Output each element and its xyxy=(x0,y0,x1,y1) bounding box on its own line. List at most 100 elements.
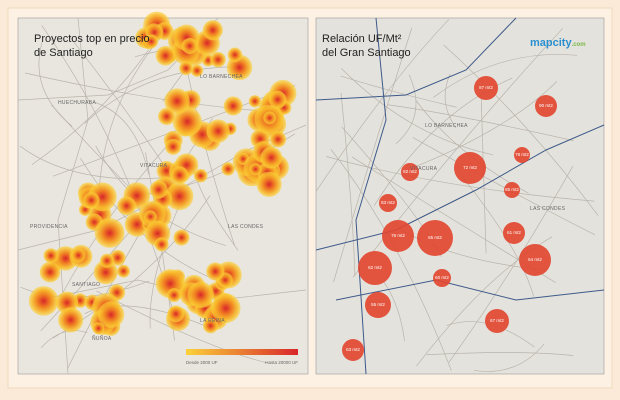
logo-name: mapcity xyxy=(530,37,572,49)
place-label: VITACURA xyxy=(140,163,168,169)
bubble-label: 85 mt2 xyxy=(505,187,519,192)
bubble xyxy=(358,251,392,285)
heat-blob xyxy=(97,301,125,328)
bubble-layer: 87 mt2 90 mt2 72 mt2 82 mt2 85 mt2 78 mt2 83 m… xyxy=(342,76,557,361)
heat-blob xyxy=(206,262,225,281)
heat-blob xyxy=(154,237,169,252)
street xyxy=(40,330,88,348)
street xyxy=(41,25,175,314)
street xyxy=(326,156,595,202)
legend-bar xyxy=(186,349,298,355)
heat-blob xyxy=(210,51,226,68)
street xyxy=(315,19,450,192)
logo: mapcity.com xyxy=(530,37,586,49)
bubble-label: 82 mt2 xyxy=(403,169,417,174)
heat-blob xyxy=(167,288,182,303)
heat-blob xyxy=(263,111,277,125)
heat-blob xyxy=(43,248,59,264)
heat-blob xyxy=(92,322,105,335)
heat-blob xyxy=(28,286,59,316)
heat-blob xyxy=(249,162,262,176)
street xyxy=(31,49,149,166)
place-label: PROVIDENCIA xyxy=(30,224,68,230)
heat-blob xyxy=(165,182,194,211)
heat-blob xyxy=(190,64,204,77)
heat-blob xyxy=(144,34,159,49)
bubble xyxy=(433,269,451,287)
heat-blob xyxy=(227,47,243,63)
heat-blob xyxy=(193,168,208,183)
bubble-label: 62 mt2 xyxy=(368,265,382,270)
street xyxy=(84,66,248,124)
left-title: Proyectos top en precio xyxy=(34,33,150,45)
bubble-label: 78 mt2 xyxy=(515,152,529,157)
heat-blob xyxy=(181,37,198,54)
street xyxy=(461,175,535,297)
heat-blob xyxy=(144,210,157,224)
street xyxy=(426,352,574,356)
heat-blob xyxy=(206,119,230,143)
bubble xyxy=(365,292,391,318)
highway xyxy=(335,279,605,301)
bubble xyxy=(342,339,364,361)
bubble xyxy=(379,194,397,212)
street xyxy=(333,27,413,283)
bubble xyxy=(503,222,525,244)
bubble xyxy=(535,95,557,117)
heat-blob xyxy=(157,107,176,126)
place-label: LAS CONDES xyxy=(530,206,566,212)
street xyxy=(24,72,278,113)
heat-blob xyxy=(187,281,214,309)
heat-blob xyxy=(202,318,219,334)
heat-blob xyxy=(83,191,100,209)
bubble xyxy=(382,220,414,252)
heat-blob xyxy=(260,146,283,169)
bubble xyxy=(485,309,509,333)
bubble-label: 60 mt2 xyxy=(435,275,449,280)
bubble-label: 65 mt2 xyxy=(428,235,442,240)
heat-layer xyxy=(28,11,297,336)
heat-blob xyxy=(149,180,168,199)
heat-blob xyxy=(117,196,137,216)
heat-blob xyxy=(99,253,115,268)
bubble-label: 87 mt2 xyxy=(479,85,493,90)
bubble-label: 67 mt2 xyxy=(490,318,504,323)
heat-blob xyxy=(39,261,61,283)
bubble xyxy=(454,152,486,184)
place-label: LO BARNECHEA xyxy=(200,74,243,80)
heat-blob xyxy=(248,95,262,108)
place-label: VITACURA xyxy=(410,166,438,172)
heat-blob xyxy=(155,45,176,66)
heat-blob xyxy=(167,305,185,323)
street xyxy=(395,74,417,144)
heat-blob xyxy=(58,307,84,333)
heat-blob xyxy=(269,131,287,148)
place-label: ÑUÑOA xyxy=(92,335,112,342)
street xyxy=(443,44,599,216)
highway xyxy=(315,124,605,251)
street xyxy=(444,73,457,129)
street xyxy=(340,92,356,276)
street xyxy=(474,343,545,372)
street xyxy=(96,290,268,364)
heat-blob xyxy=(223,96,243,116)
street xyxy=(448,165,574,363)
legend-to: Hasta 20000 UF xyxy=(265,360,298,365)
bubble xyxy=(519,244,551,276)
street xyxy=(38,42,73,127)
place-label: HUECHURABA xyxy=(58,100,96,106)
bubble-label: 55 mt2 xyxy=(371,302,385,307)
bubble xyxy=(474,76,498,100)
heat-blob xyxy=(170,166,189,184)
bubble xyxy=(417,220,453,256)
place-label: LAS CONDES xyxy=(228,224,264,230)
street xyxy=(383,281,405,342)
heat-blob xyxy=(202,20,223,41)
heat-blob xyxy=(164,88,190,114)
highway xyxy=(355,17,387,375)
heat-blob xyxy=(173,229,190,246)
heat-blob xyxy=(268,90,287,109)
heat-blob xyxy=(172,107,202,137)
street xyxy=(341,68,494,156)
heat-blob xyxy=(164,138,182,155)
